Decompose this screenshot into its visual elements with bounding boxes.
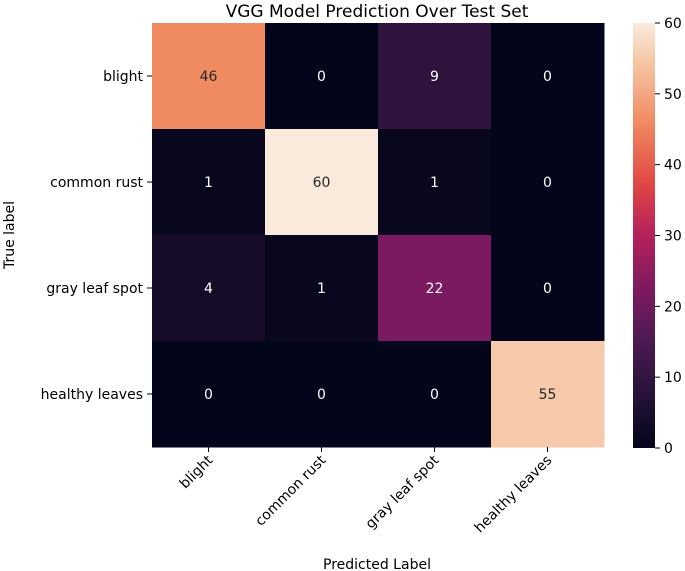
heatmap-cell [265,23,379,130]
heatmap-cell-label: 0 [317,69,326,85]
heatmap-cell [491,129,605,236]
x-axis-ticks: blight common rust gray leaf spot healthy l… [177,447,556,537]
heatmap-cell [491,235,605,342]
heatmap-cell [378,341,492,448]
heatmap-cell-label: 1 [317,281,326,297]
heatmap-cell [152,235,266,342]
heatmap-cell [491,341,605,448]
heatmap-cell-label: 1 [430,175,439,191]
heatmap-cell-label: 0 [543,69,552,85]
heatmap-cell-label: 9 [430,69,439,85]
colorbar-tick-label: 10 [664,370,682,386]
chart-title: VGG Model Prediction Over Test Set [226,2,529,22]
y-tick-label: healthy leaves [41,387,143,403]
heatmap-cell-label: 0 [204,387,213,403]
heatmap-cell-label: 55 [539,387,557,403]
y-axis-ticks: blight common rust gray leaf spot healthy l… [41,69,152,403]
y-tick-label: blight [103,69,143,85]
heatmap-cell [152,341,266,448]
x-tick-label: gray leaf spot [363,452,443,532]
colorbar-tick-label: 20 [664,299,682,315]
x-axis-label: Predicted Label [323,557,431,571]
heatmap-cell-label: 0 [430,387,439,403]
heatmap-cell-labels: 46 0 9 0 1 60 1 0 4 1 22 0 0 0 0 55 [200,69,557,403]
heatmap-cell [378,23,492,130]
x-tick-label: common rust [252,452,329,529]
heatmap-cell [152,23,266,130]
colorbar-gradient [633,23,655,448]
heatmap-cell [265,341,379,448]
colorbar-tick-label: 0 [664,441,673,457]
x-tick-label: blight [177,452,217,492]
heatmap-cell-label: 0 [543,175,552,191]
x-tick-label: healthy leaves [472,453,556,537]
heatmap-cell-label: 22 [426,281,444,297]
heatmap-cell-label: 46 [200,69,218,85]
heatmap-cell-label: 0 [317,387,326,403]
heatmap-cell [378,129,492,236]
colorbar-tick-label: 50 [664,87,682,103]
heatmap-cell-label: 4 [204,281,213,297]
heatmap-cell [491,23,605,130]
colorbar-tick-label: 40 [664,158,682,174]
y-axis-label: True label [2,201,18,270]
y-tick-label: gray leaf spot [46,281,143,297]
heatmap-cell-label: 1 [204,175,213,191]
colorbar-tick-label: 60 [664,16,682,32]
y-tick-label: common rust [50,175,143,191]
heatmap-cell [265,129,379,236]
heatmap-cell [378,235,492,342]
heatmap-cell [265,235,379,342]
heatmap-cells [152,23,605,448]
colorbar: 0 10 20 30 40 50 60 [633,16,682,457]
colorbar-tick-label: 30 [664,229,682,245]
heatmap-cell-label: 0 [543,281,552,297]
heatmap-cell [152,129,266,236]
colorbar-ticks: 0 10 20 30 40 50 60 [655,16,682,457]
heatmap-cell-label: 60 [313,175,331,191]
